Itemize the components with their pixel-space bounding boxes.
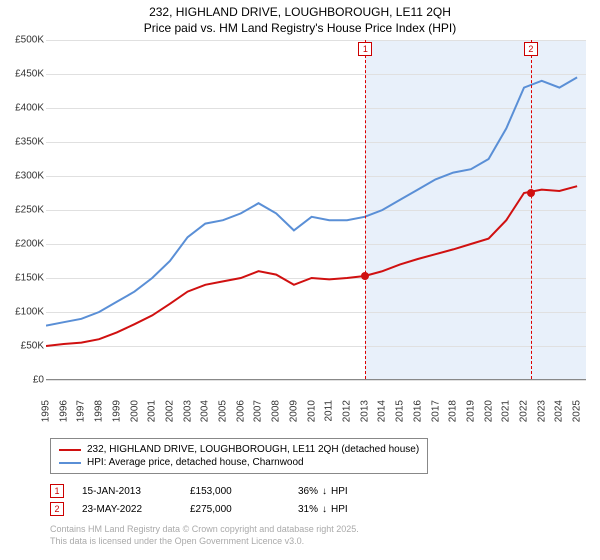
x-tick-label: 2013	[359, 400, 370, 422]
plot-area: 12	[46, 40, 586, 380]
chart-title: 232, HIGHLAND DRIVE, LOUGHBOROUGH, LE11 …	[0, 0, 600, 36]
x-tick-label: 2011	[324, 400, 335, 422]
x-tick-label: 2016	[412, 400, 423, 422]
x-tick-label: 2025	[572, 400, 583, 422]
transaction-delta: 36% HPI	[298, 486, 388, 497]
transaction-row: 2 23-MAY-2022 £275,000 31% HPI	[50, 500, 388, 518]
title-line1: 232, HIGHLAND DRIVE, LOUGHBOROUGH, LE11 …	[0, 4, 600, 20]
x-tick-label: 2014	[377, 400, 388, 422]
x-tick-label: 2010	[306, 400, 317, 422]
marker-dot	[361, 272, 369, 280]
marker-vline	[531, 40, 532, 379]
marker-box: 2	[524, 42, 538, 56]
y-tick-label: £400K	[6, 103, 44, 114]
transaction-marker: 2	[50, 502, 64, 516]
x-tick-label: 1995	[41, 400, 52, 422]
x-tick-label: 2017	[430, 400, 441, 422]
y-tick-label: £50K	[6, 341, 44, 352]
x-tick-label: 1996	[58, 400, 69, 422]
x-tick-label: 1997	[76, 400, 87, 422]
legend: 232, HIGHLAND DRIVE, LOUGHBOROUGH, LE11 …	[50, 438, 428, 474]
arrow-down-icon	[322, 504, 327, 515]
x-tick-label: 2007	[253, 400, 264, 422]
x-tick-label: 2024	[554, 400, 565, 422]
transaction-delta: 31% HPI	[298, 504, 388, 515]
legend-label: 232, HIGHLAND DRIVE, LOUGHBOROUGH, LE11 …	[87, 444, 419, 455]
y-tick-label: £100K	[6, 307, 44, 318]
series-price_paid	[46, 186, 577, 346]
x-tick-label: 2001	[147, 400, 158, 422]
x-tick-label: 2018	[448, 400, 459, 422]
transactions-table: 1 15-JAN-2013 £153,000 36% HPI 2 23-MAY-2022 £2…	[50, 482, 388, 518]
title-line2: Price paid vs. HM Land Registry's House …	[0, 20, 600, 36]
x-tick-label: 2005	[218, 400, 229, 422]
copyright-line2: This data is licensed under the Open Gov…	[50, 536, 359, 548]
transaction-row: 1 15-JAN-2013 £153,000 36% HPI	[50, 482, 388, 500]
transaction-marker: 1	[50, 484, 64, 498]
x-tick-label: 2023	[536, 400, 547, 422]
x-tick-label: 2015	[395, 400, 406, 422]
x-tick-label: 1999	[111, 400, 122, 422]
delta-label: HPI	[331, 486, 348, 497]
delta-label: HPI	[331, 504, 348, 515]
marker-dot	[527, 189, 535, 197]
legend-swatch	[59, 449, 81, 451]
y-tick-label: £500K	[6, 35, 44, 46]
x-tick-label: 2008	[271, 400, 282, 422]
marker-vline	[365, 40, 366, 379]
y-tick-label: £200K	[6, 239, 44, 250]
x-tick-label: 2006	[235, 400, 246, 422]
delta-pct: 31%	[298, 504, 318, 515]
x-tick-label: 2009	[288, 400, 299, 422]
series-hpi	[46, 77, 577, 325]
y-tick-label: £250K	[6, 205, 44, 216]
x-axis: 1995199619971998199920002001200220032004…	[46, 382, 586, 432]
x-tick-label: 2022	[519, 400, 530, 422]
delta-pct: 36%	[298, 486, 318, 497]
x-tick-label: 2020	[483, 400, 494, 422]
line-series	[46, 40, 586, 380]
x-tick-label: 2004	[200, 400, 211, 422]
legend-label: HPI: Average price, detached house, Char…	[87, 457, 304, 468]
transaction-date: 23-MAY-2022	[82, 504, 172, 515]
x-tick-label: 2003	[182, 400, 193, 422]
legend-item: 232, HIGHLAND DRIVE, LOUGHBOROUGH, LE11 …	[59, 443, 419, 456]
x-tick-label: 2000	[129, 400, 140, 422]
arrow-down-icon	[322, 486, 327, 497]
y-tick-label: £350K	[6, 137, 44, 148]
chart: 12 £0£50K£100K£150K£200K£250K£300K£350K£…	[6, 40, 594, 420]
x-tick-label: 1998	[94, 400, 105, 422]
copyright: Contains HM Land Registry data © Crown c…	[50, 524, 359, 547]
legend-swatch	[59, 462, 81, 464]
x-tick-label: 2019	[465, 400, 476, 422]
y-tick-label: £0	[6, 375, 44, 386]
x-tick-label: 2021	[501, 400, 512, 422]
y-tick-label: £150K	[6, 273, 44, 284]
x-tick-label: 2012	[341, 400, 352, 422]
y-tick-label: £300K	[6, 171, 44, 182]
gridline	[46, 380, 586, 381]
legend-item: HPI: Average price, detached house, Char…	[59, 456, 419, 469]
transaction-price: £153,000	[190, 486, 280, 497]
y-tick-label: £450K	[6, 69, 44, 80]
transaction-price: £275,000	[190, 504, 280, 515]
x-tick-label: 2002	[164, 400, 175, 422]
marker-box: 1	[358, 42, 372, 56]
copyright-line1: Contains HM Land Registry data © Crown c…	[50, 524, 359, 536]
transaction-date: 15-JAN-2013	[82, 486, 172, 497]
